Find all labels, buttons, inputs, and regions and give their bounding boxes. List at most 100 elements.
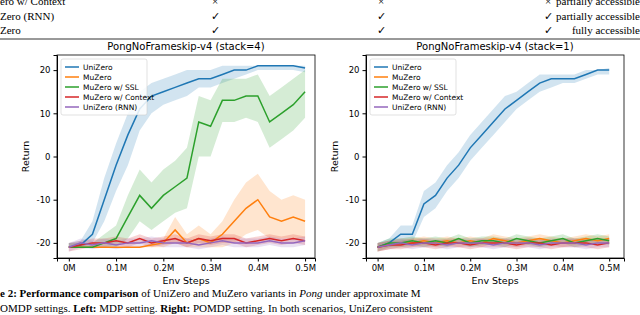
table-cell: Zero xyxy=(0,24,21,36)
table-cell: ✓ xyxy=(211,10,220,22)
caption-text: OMDP settings. xyxy=(0,302,73,314)
line xyxy=(378,239,610,248)
frame xyxy=(366,55,624,258)
legend-label: MuZero w/ SSL xyxy=(83,83,139,92)
legend-label: UniZero xyxy=(83,63,113,72)
caption-text: Pong xyxy=(298,287,323,299)
tick: 0 xyxy=(45,152,57,162)
tick-label: 0.5M xyxy=(599,263,620,273)
line xyxy=(378,239,610,248)
band xyxy=(69,236,305,251)
legend: UniZeroMuZeroMuZero w/ SSLMuZero w/ Cont… xyxy=(370,59,463,115)
tick-label: 0.2M xyxy=(153,263,174,273)
tick: 0.5M xyxy=(295,258,316,273)
figure: ero w/ Context×××partially accessibleZer… xyxy=(0,0,640,315)
line xyxy=(69,241,305,247)
legend-label: UniZero (RNN) xyxy=(392,103,446,112)
tick-mark xyxy=(54,113,58,114)
tick: 0.3M xyxy=(507,258,528,273)
line xyxy=(378,70,610,247)
legend-swatch xyxy=(374,106,388,108)
tick-label: 0 xyxy=(354,152,359,162)
tick: -20 xyxy=(37,238,57,248)
legend-label: UniZero (RNN) xyxy=(83,103,137,112)
tick-label: 0M xyxy=(372,263,385,273)
line xyxy=(378,243,610,247)
tick-label: -20 xyxy=(346,238,360,248)
table-cell: partially accessible xyxy=(556,10,640,22)
legend-label: MuZero xyxy=(392,73,421,82)
table-cell: ero w/ Context xyxy=(0,0,65,7)
tick-mark xyxy=(54,243,58,244)
tick-mark xyxy=(305,258,306,262)
band xyxy=(378,239,610,252)
legend-swatch xyxy=(65,76,79,78)
tick: -10 xyxy=(346,195,366,205)
tick-label: -10 xyxy=(37,195,51,205)
band xyxy=(69,234,305,251)
chart-title: PongNoFrameskip-v4 (stack=4) xyxy=(107,41,264,52)
tick: 20 xyxy=(349,65,366,75)
line xyxy=(69,66,305,247)
tick-label: 0.3M xyxy=(507,263,528,273)
tick: 10 xyxy=(349,109,366,119)
tick-mark xyxy=(363,113,367,114)
table-rule xyxy=(0,39,640,40)
tick-mark xyxy=(609,258,610,262)
caption-text: POMDP setting. In both scenarios, UniZer… xyxy=(190,302,432,314)
axis-line xyxy=(58,259,316,262)
legend-label: MuZero w/ Context xyxy=(392,93,463,102)
tick: -20 xyxy=(346,238,366,248)
tick-mark xyxy=(163,258,164,262)
table-cell: ✓ xyxy=(377,24,386,36)
tick: -10 xyxy=(37,195,57,205)
tick: 0.1M xyxy=(414,258,435,273)
tick-label: 0.3M xyxy=(201,263,222,273)
tick-label: -10 xyxy=(346,195,360,205)
table: ero w/ Context×××partially accessibleZer… xyxy=(0,0,640,39)
table-cell: partially accessible xyxy=(556,0,640,7)
table-cell: ✓ xyxy=(544,10,553,22)
tick-mark xyxy=(517,258,518,262)
tick: 0.3M xyxy=(201,258,222,273)
tick-label: -20 xyxy=(37,238,51,248)
plot-area xyxy=(69,66,305,252)
table-cell: ✓ xyxy=(544,24,553,36)
table-cell: Zero (RNN) xyxy=(0,10,54,23)
legend-swatch xyxy=(65,106,79,108)
table-cell: fully accessible xyxy=(572,24,640,36)
tick-label: 0.5M xyxy=(295,263,316,273)
legend-label: MuZero w/ Context xyxy=(83,93,154,102)
x-axis: 0M0.1M0.2M0.3M0.4M0.5M xyxy=(58,258,317,273)
tick-label: 0.1M xyxy=(414,263,435,273)
tick: 0.5M xyxy=(599,258,620,273)
tick-mark xyxy=(563,258,564,262)
tick: 0M xyxy=(372,258,385,273)
band xyxy=(378,239,610,252)
x-axis-title: Env Steps xyxy=(162,275,209,286)
tick-mark xyxy=(211,258,212,262)
x-axis-title: Env Steps xyxy=(471,275,518,286)
tick-mark xyxy=(363,200,367,201)
tick-mark xyxy=(116,258,117,262)
tick-mark xyxy=(363,70,367,71)
tick-mark xyxy=(54,157,58,158)
tick-mark xyxy=(470,258,471,262)
x-axis: 0M0.1M0.2M0.3M0.4M0.5M xyxy=(367,258,625,273)
y-axis: -20 -10 0 10 20 xyxy=(37,56,58,259)
y-axis: -20 -10 0 10 20 xyxy=(346,56,367,259)
legend-swatch xyxy=(65,96,79,98)
tick-mark xyxy=(363,243,367,244)
tick-mark xyxy=(54,200,58,201)
caption-text: Left: xyxy=(73,302,96,314)
line xyxy=(69,239,305,248)
caption-text: MDP setting. xyxy=(96,302,160,314)
band xyxy=(378,234,610,251)
tick-mark xyxy=(378,258,379,262)
tick-mark xyxy=(258,258,259,262)
legend-swatch xyxy=(374,76,388,78)
chart-title: PongNoFrameskip-v4 (stack=1) xyxy=(416,41,573,52)
tick: 10 xyxy=(40,109,57,119)
tick: 0.2M xyxy=(460,258,481,273)
tick: 20 xyxy=(40,65,57,75)
